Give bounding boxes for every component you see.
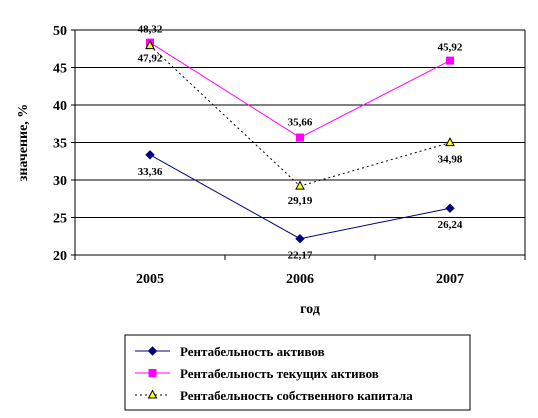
y-tick-label: 45 xyxy=(53,62,67,77)
x-axis-title: год xyxy=(300,302,320,317)
legend-marker xyxy=(147,389,158,399)
y-tick-label: 25 xyxy=(53,212,67,227)
y-tick-label: 30 xyxy=(53,174,67,189)
legend-item: Рентабельность активов xyxy=(135,344,325,359)
data-label: 29,19 xyxy=(288,195,313,207)
data-label: 35,66 xyxy=(288,117,313,129)
y-tick-label: 20 xyxy=(53,249,67,264)
legend-box xyxy=(124,334,471,411)
series-equity: 47,92 29,19 34,98 xyxy=(138,40,463,207)
data-point xyxy=(445,137,455,147)
y-tick-label: 40 xyxy=(53,99,67,114)
legend: Рентабельность активов Рентабельность тек… xyxy=(124,334,471,411)
legend-item: Рентабельность текущих активов xyxy=(135,366,379,381)
legend-label: Рентабельность текущих активов xyxy=(180,366,379,381)
legend-item: Рентабельность собственного капитала xyxy=(135,388,413,403)
x-tick-labels: 2005 2006 2007 xyxy=(136,272,464,287)
data-label: 48,32 xyxy=(138,24,163,36)
y-tick-labels: 20 25 30 35 40 45 50 xyxy=(53,24,67,264)
legend-marker xyxy=(147,346,158,356)
data-label: 45,92 xyxy=(438,42,463,54)
data-point xyxy=(145,40,155,50)
data-point xyxy=(145,150,155,160)
data-label: 47,92 xyxy=(138,53,163,65)
y-tick-label: 50 xyxy=(53,24,67,39)
x-tick-label: 2005 xyxy=(136,272,164,287)
y-axis-title: значение, % xyxy=(16,104,31,182)
series-current-assets: 48,32 35,66 45,92 xyxy=(138,24,463,142)
y-tick-label: 35 xyxy=(53,137,67,152)
gridlines xyxy=(75,29,525,218)
x-tick-label: 2007 xyxy=(436,272,464,287)
legend-label: Рентабельность активов xyxy=(180,344,325,359)
series-assets: 33,36 22,17 26,24 xyxy=(138,150,463,262)
data-point xyxy=(295,180,305,190)
data-label: 33,36 xyxy=(138,166,163,178)
legend-marker xyxy=(148,369,157,377)
data-point xyxy=(446,56,454,65)
series-group: 33,36 22,17 26,24 48,32 35,66 45,92 47,92 29,19… xyxy=(138,24,463,262)
x-tick-label: 2006 xyxy=(286,272,314,287)
data-point xyxy=(296,133,304,142)
data-point xyxy=(295,234,305,244)
data-label: 34,98 xyxy=(438,154,463,166)
axes xyxy=(71,29,526,260)
data-label: 22,17 xyxy=(288,250,313,262)
legend-label: Рентабельность собственного капитала xyxy=(180,388,413,403)
data-point xyxy=(445,203,455,213)
data-label: 26,24 xyxy=(438,219,463,231)
